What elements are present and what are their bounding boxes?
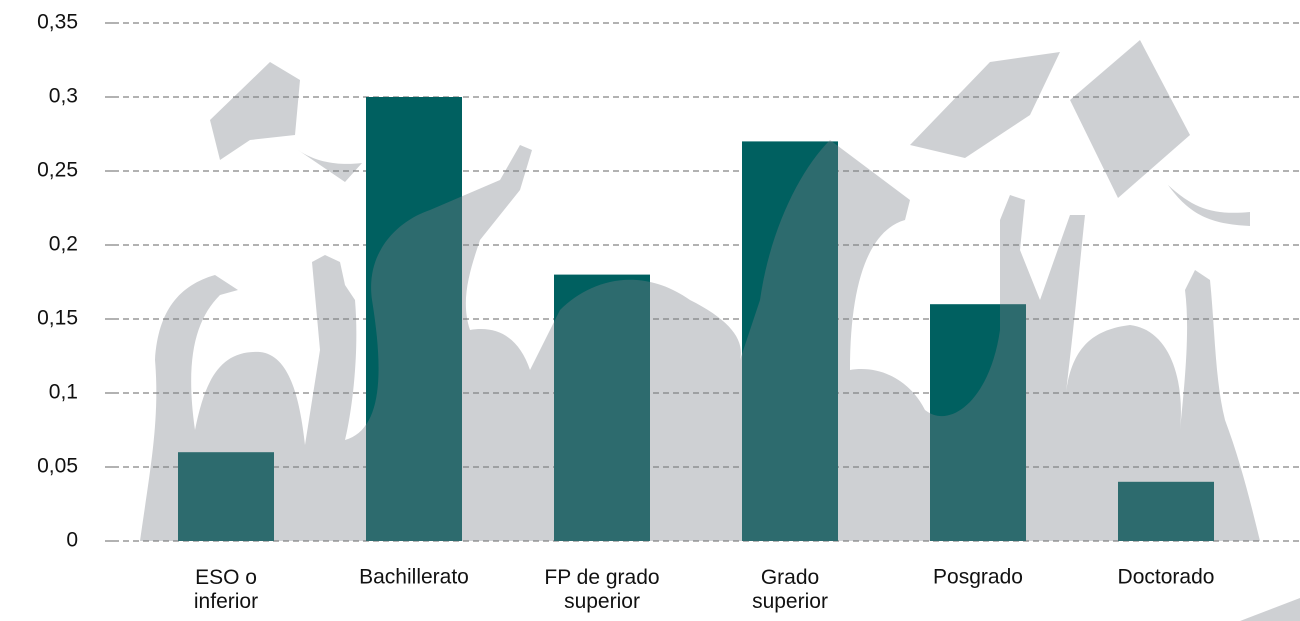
silhouette	[1070, 40, 1190, 198]
silhouette	[298, 150, 362, 182]
silhouette	[910, 52, 1060, 158]
silhouettes	[140, 40, 1300, 621]
y-tick-label: 0,1	[49, 381, 78, 404]
x-tick-label: Bachillerato	[359, 566, 469, 589]
y-tick-label: 0,3	[49, 85, 78, 108]
x-tick-label: ESO o inferior	[194, 566, 258, 613]
bar	[742, 141, 838, 541]
y-tick-label: 0,2	[49, 233, 78, 256]
bar	[366, 97, 462, 541]
bar	[178, 452, 274, 541]
silhouette	[210, 62, 300, 160]
y-tick-label: 0	[66, 529, 78, 552]
y-tick-label: 0,25	[37, 159, 78, 182]
x-tick-label: Posgrado	[933, 566, 1023, 589]
bar	[554, 274, 650, 541]
y-tick-label: 0,05	[37, 455, 78, 478]
bar	[1118, 481, 1214, 541]
plot	[178, 97, 1214, 541]
y-tick-label: 0,15	[37, 307, 78, 330]
x-tick-label: Grado superior	[752, 566, 828, 613]
x-tick-label: Doctorado	[1118, 566, 1215, 589]
silhouette	[1168, 185, 1250, 226]
silhouette	[140, 140, 1260, 541]
silhouette	[1240, 598, 1300, 621]
bar	[930, 304, 1026, 541]
y-tick-label: 0,35	[37, 11, 78, 34]
background: 0 0,05 0,1 0,15 0,2 0,25 0,3 0,35 ESO o inferior B…	[37, 11, 1300, 613]
x-tick-label: FP de grado superior	[544, 566, 659, 613]
